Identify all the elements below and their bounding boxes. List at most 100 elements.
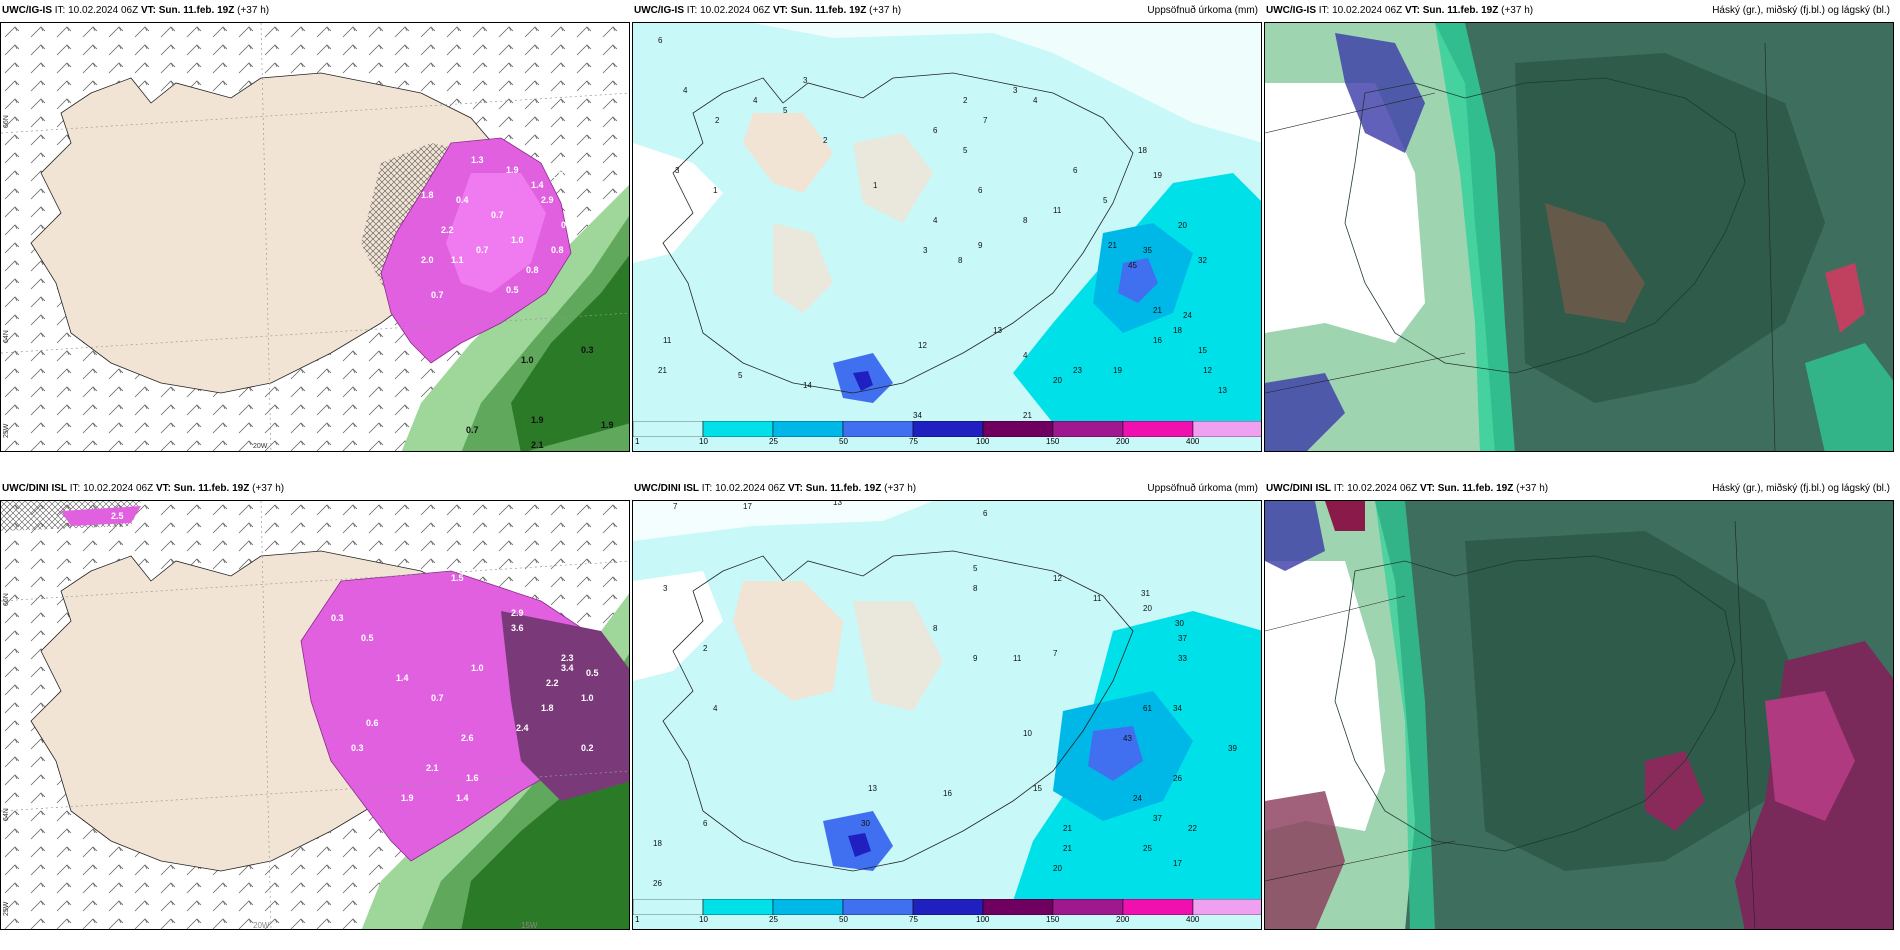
precip-label: 2.5: [111, 511, 124, 521]
precip-label: 21: [1063, 824, 1072, 833]
precip-label: 13: [1218, 386, 1227, 395]
precip-label: 1.9: [601, 420, 614, 430]
precip-label: 1.9: [551, 170, 564, 180]
precip-label: 26: [1173, 774, 1182, 783]
precip-label: 12: [1203, 366, 1212, 375]
field-title: Háský (gr.), miðský (fj.bl.) og lágský (…: [1712, 5, 1890, 16]
colorbar-tick: 200: [1116, 437, 1130, 446]
precip-label: 39: [1228, 744, 1237, 753]
precip-label: 13: [868, 784, 877, 793]
precip-label: 2.2: [546, 678, 559, 688]
valid-time: Sun. 11.feb. 19Z: [790, 5, 867, 16]
precip-label: 13: [833, 501, 842, 507]
precip-label: 3.6: [511, 623, 524, 633]
panel-header: UWC/DINI ISL IT: 10.02.2024 06Z VT: Sun.…: [0, 478, 630, 500]
precip-label: 3: [675, 166, 680, 175]
map-canvas: 7 17 13 6 8 3 2 4 5 12 11 20 31 30 37 33…: [633, 501, 1261, 901]
it-label: IT:: [69, 483, 81, 494]
precip-label: 61: [1143, 704, 1152, 713]
model-name: UWC/IG-IS: [1266, 5, 1316, 16]
valid-time: Sun. 11.feb. 19Z: [1437, 483, 1514, 494]
precip-label: 20: [1178, 221, 1187, 230]
lon-label-20w: 20W: [253, 443, 268, 450]
iceland-landmass: [662, 72, 1134, 394]
lat-label-66n: 66N: [3, 593, 10, 606]
precip-label: 1.6: [466, 773, 479, 783]
precip-label: 1.9: [531, 415, 544, 425]
precip-label: 19: [1153, 171, 1162, 180]
precip-label: 26: [653, 879, 662, 888]
precip-label: 34: [1173, 704, 1182, 713]
precip-label: 8: [933, 624, 938, 633]
precip-label: 3: [923, 246, 928, 255]
precip-label: 4: [933, 216, 938, 225]
precip-label: 5: [738, 371, 743, 380]
precip-label: 35: [1143, 246, 1152, 255]
precip-label: 0.5: [506, 285, 519, 295]
precip-label: 13: [993, 326, 1002, 335]
precip-label: 0.2: [581, 743, 594, 753]
precip-label: 3: [663, 584, 668, 593]
precip-label: 1.0: [581, 693, 594, 703]
precip-label: 2.6: [461, 733, 474, 743]
colorbar-tick: 50: [839, 915, 848, 924]
precip-label: 15: [1033, 784, 1042, 793]
vt-label: VT:: [1404, 5, 1420, 16]
colorbar-swatches: [633, 421, 1261, 437]
precip-label: 0.8: [561, 220, 574, 230]
model-name: UWC/DINI ISL: [2, 483, 67, 494]
precip-label: 32: [1198, 256, 1207, 265]
precip-label: 1: [873, 181, 878, 190]
precip-label: 31: [1141, 589, 1150, 598]
precip-label: 1.4: [456, 793, 469, 803]
lat-label-64n: 64N: [3, 808, 10, 821]
map-panel-top-left: UWC/IG-IS IT: 10.02.2024 06Z VT: Sun. 11…: [0, 0, 630, 452]
precip-label: 2.3: [561, 653, 574, 663]
precip-label: 7: [983, 116, 988, 125]
vt-label: VT:: [140, 5, 156, 16]
lead-time: (+37 h): [1516, 483, 1549, 494]
precip-label: 1.4: [531, 180, 544, 190]
colorbar-tick: 150: [1046, 437, 1060, 446]
lead-time: (+37 h): [1501, 5, 1534, 16]
it-label: IT:: [686, 5, 698, 16]
precip-label: 2.4: [516, 723, 529, 733]
precip-label: 16: [1153, 336, 1162, 345]
valid-time: Sun. 11.feb. 19Z: [1422, 5, 1499, 16]
precip-label: 0.5: [361, 633, 374, 643]
map-canvas: [1265, 23, 1893, 451]
precip-label: 0.3: [351, 743, 364, 753]
precip-label: 2.2: [441, 225, 454, 235]
colorbar-tick: 25: [769, 437, 778, 446]
weather-map: [1264, 22, 1894, 452]
colorbar-tick: 10: [699, 437, 708, 446]
lon-label-20w: 20W: [253, 921, 270, 930]
precip-label: 1.0: [521, 355, 534, 365]
precip-label: 21: [658, 366, 667, 375]
init-time: 10.02.2024 06Z: [68, 5, 139, 16]
precip-label: 0.4: [456, 195, 469, 205]
precip-label: 24: [1133, 794, 1142, 803]
colorbar-tick: 1: [635, 437, 640, 446]
colorbar-tick: 400: [1186, 437, 1200, 446]
weather-map: 1.3 1.9 2.9 0.4 0.7 2.0 1.1 0.7 1.0 2.2 …: [0, 22, 630, 452]
precip-label: 18: [1173, 326, 1182, 335]
map-panel-top-right: UWC/IG-IS IT: 10.02.2024 06Z VT: Sun. 11…: [1264, 0, 1894, 452]
it-label: IT:: [54, 5, 66, 16]
precip-label: 9: [973, 654, 978, 663]
precip-label: 21: [1063, 844, 1072, 853]
colorbar-tick: 150: [1046, 915, 1060, 924]
colorbar: 1 10 25 50 75 100 150 200 400: [633, 421, 1261, 451]
precip-label: 4: [753, 96, 758, 105]
panel-header: UWC/IG-IS IT: 10.02.2024 06Z VT: Sun. 11…: [632, 0, 1262, 22]
precip-label: 20: [1053, 376, 1062, 385]
colorbar-tick: 1: [635, 915, 640, 924]
iceland-landmass: [662, 550, 1134, 872]
precip-label: 12: [1053, 574, 1062, 583]
precip-label: 6: [658, 36, 663, 45]
precip-label: 0.3: [331, 613, 344, 623]
precip-label: 33: [1178, 654, 1187, 663]
precip-label: 5: [963, 146, 968, 155]
precip-label: 4: [1023, 351, 1028, 360]
vt-label: VT:: [787, 483, 803, 494]
